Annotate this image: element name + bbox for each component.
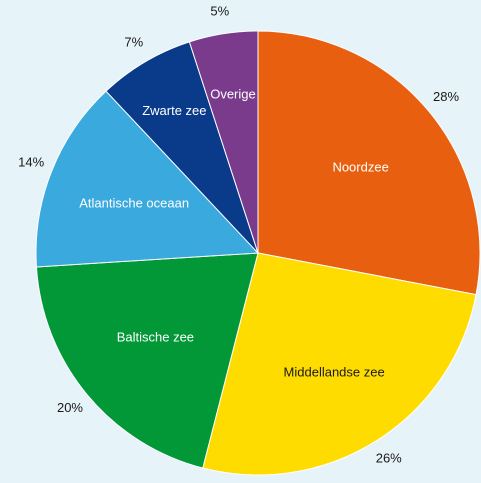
- percent-label-middellandse-zee: 26%: [376, 450, 402, 465]
- pie-slice-overige: [188, 30, 259, 254]
- pie-slice-middellandse-zee: [202, 252, 477, 476]
- pie-slice-noordzee: [257, 30, 481, 296]
- slice-label-atlantische-oceaan: Atlantische oceaan: [79, 195, 189, 210]
- pie-slice-atlantische-oceaan: [35, 90, 260, 268]
- percent-label-atlantische-oceaan: 14%: [18, 155, 44, 170]
- percent-label-overige: 5%: [210, 3, 229, 18]
- percent-label-noordzee: 28%: [433, 89, 459, 104]
- pie-slice-baltische-zee: [35, 252, 259, 469]
- slice-label-baltische-zee: Baltische zee: [117, 329, 194, 344]
- slice-label-middellandse-zee: Middellandse zee: [284, 364, 385, 379]
- percent-label-baltische-zee: 20%: [57, 400, 83, 415]
- slice-label-overige: Overige: [210, 87, 256, 102]
- percent-labels: 28% 26% 20% 14% 7% 5%: [18, 3, 459, 465]
- slice-labels: Noordzee Middellandse zee Baltische zee Atl…: [79, 87, 389, 380]
- pie-slices: [35, 30, 481, 476]
- slice-label-zwarte-zee: Zwarte zee: [142, 103, 206, 118]
- slice-label-noordzee: Noordzee: [332, 160, 388, 175]
- percent-label-zwarte-zee: 7%: [124, 34, 143, 49]
